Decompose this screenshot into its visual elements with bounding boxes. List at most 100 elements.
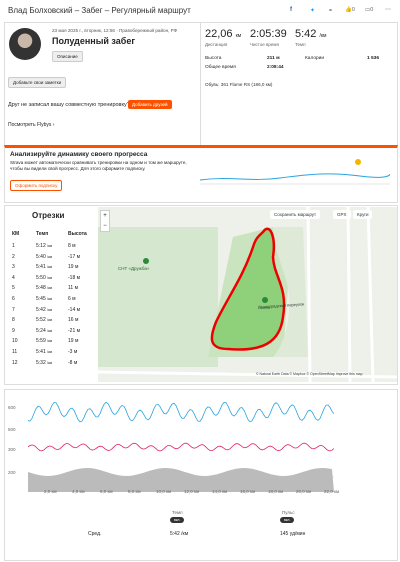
x-label: 18,0 км bbox=[268, 489, 284, 494]
splits-cell: 8 м bbox=[68, 243, 76, 249]
x-label: 2,0 км bbox=[44, 489, 57, 494]
pace-unit: /км bbox=[47, 307, 53, 312]
x-label: 14,0 км bbox=[212, 489, 228, 494]
splits-cell: 11 bbox=[12, 349, 18, 355]
promo-title: Анализируйте динамику своего прогресса bbox=[10, 151, 148, 158]
splits-cell: 5:59 /км bbox=[36, 338, 53, 345]
stat-label: Чистое время bbox=[250, 42, 279, 47]
like-count: 0 bbox=[351, 7, 355, 13]
detail-value: 1 536 bbox=[367, 56, 380, 61]
zoom-controls[interactable]: + − bbox=[100, 210, 110, 232]
detail-label: Общее время bbox=[205, 65, 236, 70]
friend-prompt: Друг не записал вашу совместную трениров… bbox=[8, 102, 130, 108]
detail-value: 2:08:44 bbox=[267, 65, 284, 70]
promo-panel bbox=[4, 145, 398, 203]
splits-cell: 10 bbox=[12, 338, 18, 345]
pace-unit: /км bbox=[47, 286, 53, 291]
splits-title: Отрезки bbox=[32, 211, 65, 220]
comment-button[interactable]: ▭0 bbox=[365, 7, 374, 13]
y-label: 600 bbox=[8, 405, 16, 410]
map-attribution: © Natural Earth Data © Mapbox © OpenStre… bbox=[256, 372, 363, 376]
splits-header: КМ bbox=[12, 231, 20, 237]
stat-value: 22,06 км bbox=[205, 28, 242, 40]
pace-unit: /км bbox=[47, 265, 53, 270]
splits-cell: 5:12 /км bbox=[36, 243, 53, 249]
pace-unit: /км bbox=[47, 254, 53, 259]
save-route-button[interactable]: Сохранить маршрут bbox=[270, 210, 321, 219]
splits-cell: -21 м bbox=[68, 327, 81, 334]
splits-cell: 2 bbox=[12, 253, 15, 260]
splits-header: Высота bbox=[68, 231, 87, 237]
detail-label: Калории bbox=[305, 56, 325, 61]
avg-value: 145 уд/мин bbox=[280, 531, 306, 537]
pace-unit: /км bbox=[47, 339, 53, 344]
stat-unit: /км bbox=[319, 33, 327, 39]
y-label: 200 bbox=[8, 470, 16, 475]
facebook-icon[interactable]: f bbox=[290, 7, 292, 13]
link-icon[interactable]: ⚭ bbox=[328, 8, 334, 14]
splits-cell: 11 м bbox=[68, 285, 79, 292]
promo-illustration bbox=[200, 159, 390, 185]
splits-cell: 8 bbox=[12, 317, 15, 324]
detail-value: 211 м bbox=[267, 56, 280, 61]
splits-cell: 1 bbox=[12, 243, 15, 249]
x-label: 6,0 км bbox=[100, 489, 113, 494]
y-label: 300 bbox=[8, 447, 16, 452]
avatar[interactable] bbox=[9, 28, 41, 60]
detail-label: Высота bbox=[205, 56, 222, 61]
splits-cell: 6 м bbox=[68, 296, 76, 302]
x-label: 4,0 км bbox=[72, 489, 85, 494]
splits-cell: 4 bbox=[12, 274, 15, 281]
pace-unit: /км bbox=[47, 328, 53, 333]
comment-count: 0 bbox=[370, 7, 374, 13]
y-label: 500 bbox=[8, 427, 16, 432]
add-friends-button[interactable]: Добавить друзей bbox=[128, 100, 172, 109]
stat-unit: км bbox=[235, 33, 242, 39]
splits-panel bbox=[4, 205, 398, 385]
shoes: Обувь: 361 Flame RS (186,0 км) bbox=[205, 82, 273, 87]
splits-cell: 7 bbox=[12, 306, 15, 313]
map-label: Эколаг bbox=[258, 305, 271, 310]
splits-cell: -3 м bbox=[68, 349, 78, 355]
description-button[interactable]: Описание bbox=[52, 51, 83, 62]
pace-unit: /км bbox=[47, 350, 53, 354]
divider bbox=[200, 22, 201, 145]
stat-value: 5:42 /км bbox=[295, 28, 327, 40]
toggle[interactable]: вкл. bbox=[280, 517, 295, 523]
splits-cell: 5:32 /км bbox=[36, 359, 53, 366]
toggle[interactable]: вкл. bbox=[170, 517, 185, 523]
splits-cell: 12 bbox=[12, 359, 18, 366]
splits-cell: 5:24 /км bbox=[36, 327, 53, 334]
notes-button[interactable]: Добавьте свои заметки bbox=[8, 77, 67, 88]
flybys-link[interactable]: Посмотреть Flybys › bbox=[8, 122, 55, 128]
analysis-chart bbox=[28, 401, 334, 492]
toggle-label: Темп bbox=[172, 510, 183, 515]
pace-unit: /км bbox=[47, 360, 53, 365]
splits-cell: 6 bbox=[12, 296, 15, 302]
splits-cell: 19 м bbox=[68, 264, 79, 271]
activity-date: 23 мая 2025 г., вторник, 12:56 · Правобе… bbox=[52, 28, 178, 33]
gpx-button[interactable]: GPX bbox=[333, 210, 351, 219]
splits-cell: 3 bbox=[12, 264, 15, 271]
activity-title: Полуденный забег bbox=[52, 36, 136, 46]
splits-cell: 16 м bbox=[68, 317, 79, 324]
splits-cell: 5 bbox=[12, 285, 15, 292]
x-label: 10,0 км bbox=[156, 489, 172, 494]
toggle-label: Пульс bbox=[282, 510, 295, 515]
splits-header: Темп bbox=[36, 231, 49, 237]
splits-cell: 5:50 /км bbox=[36, 274, 53, 281]
subscribe-button[interactable]: Оформить подписку bbox=[10, 180, 63, 191]
twitter-icon[interactable]: ✦ bbox=[310, 8, 316, 14]
splits-cell: 19 м bbox=[68, 338, 79, 345]
splits-cell: -18 м bbox=[68, 274, 81, 281]
avg-label: Сред. bbox=[88, 531, 102, 537]
splits-cell: 5:41 /км bbox=[36, 264, 53, 271]
elevation-area bbox=[28, 468, 334, 492]
splits-cell: 9 bbox=[12, 327, 15, 334]
laps-button[interactable]: Круги bbox=[353, 210, 373, 219]
like-button[interactable]: 👍0 bbox=[345, 7, 355, 13]
x-label: 20,0 км bbox=[296, 489, 312, 494]
more-button[interactable]: ⋯ bbox=[385, 7, 391, 13]
flybys-text: Посмотреть Flybys bbox=[8, 122, 52, 128]
map-label: СНТ «Дружба» bbox=[118, 266, 150, 271]
